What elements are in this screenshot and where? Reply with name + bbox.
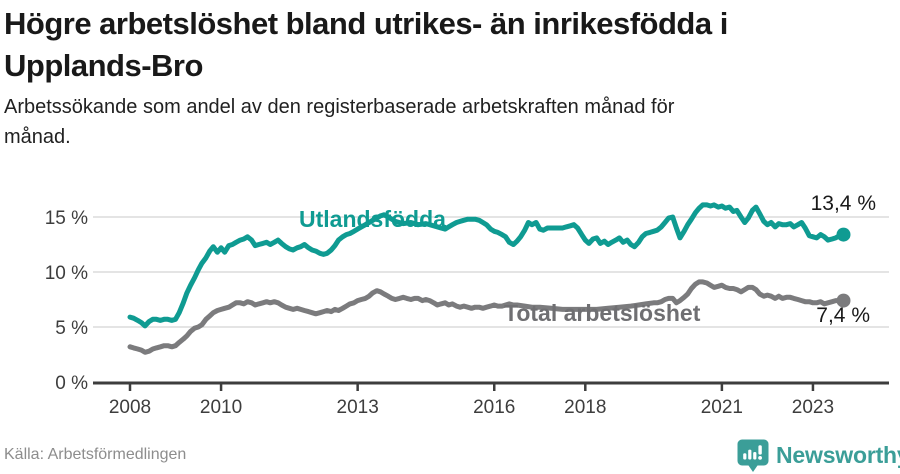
x-tick-label-2010: 2010 <box>200 397 242 418</box>
source-attribution: Källa: Arbetsförmedlingen <box>4 446 187 463</box>
end-value-label-utlandsfodda: 13,4 % <box>810 192 876 215</box>
series-label-total-arbetsloshet: Total arbetslöshet <box>504 300 701 326</box>
y-tick-label-0: 0 % <box>55 373 88 394</box>
chart-subtitle: Arbetssökande som andel av den registerb… <box>4 96 675 118</box>
x-tick-label-2013: 2013 <box>337 397 379 418</box>
series-endpoint-dot-utlandsfodda <box>836 227 851 242</box>
page-title-line-2: Upplands-Bro <box>4 48 203 83</box>
chart-subtitle-line-2: månad. <box>4 126 71 148</box>
newsworthy-logo: Newsworthy <box>737 439 900 473</box>
series-endpoint-dot-total-arbetsloshet <box>836 293 851 308</box>
x-tick-label-2018: 2018 <box>564 397 606 418</box>
x-tick-label-2023: 2023 <box>792 397 834 418</box>
y-tick-label-5: 5 % <box>55 318 88 339</box>
series-line-utlandsfodda <box>127 202 846 329</box>
page-title: Högre arbetslöshet bland utrikes- än inr… <box>4 6 728 41</box>
y-tick-label-15: 15 % <box>45 208 88 229</box>
x-tick-label-2008: 2008 <box>109 397 151 418</box>
series-line-total-arbetsloshet <box>127 279 846 355</box>
end-value-label-total: 7,4 % <box>816 304 870 327</box>
x-tick-label-2021: 2021 <box>701 397 743 418</box>
brand-wordmark: Newsworthy <box>776 442 900 468</box>
y-tick-label-10: 10 % <box>45 263 88 284</box>
bar-chart-speech-bubble-icon <box>737 439 769 472</box>
x-tick-label-2016: 2016 <box>473 397 515 418</box>
series-label-utlandsfodda: Utlandsfödda <box>299 206 446 232</box>
